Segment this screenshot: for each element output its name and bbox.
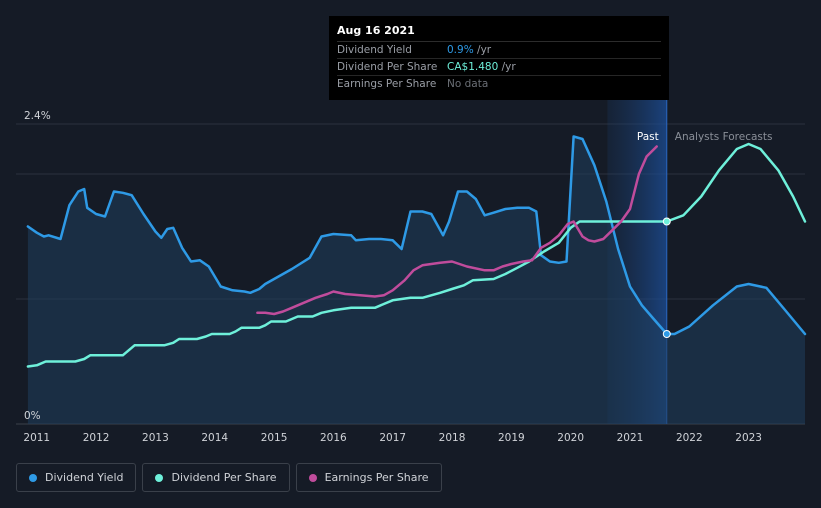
legend-dividend-yield[interactable]: Dividend Yield [16,463,137,492]
x-tick-label: 2015 [261,432,288,444]
x-tick-label: 2014 [201,432,228,444]
y-tick-label: 2.4% [24,110,51,122]
legend-earnings-per-share[interactable]: Earnings Per Share [295,463,442,492]
tooltip-date: Aug 16 2021 [337,24,661,42]
legend-dot-icon [29,473,37,482]
legend: Dividend Yield Dividend Per Share Earnin… [16,463,442,492]
dividend-per-share-marker [662,217,671,226]
x-tick-label: 2013 [142,432,169,444]
tooltip-label: Earnings Per Share [337,78,437,90]
x-tick-label: 2020 [557,432,584,444]
tooltip-suffix: /yr [473,44,492,56]
tooltip-value: CA$1.480 [447,61,499,73]
x-tick-label: 2011 [23,432,50,444]
legend-label: Earnings Per Share [324,471,429,484]
dividend-yield-marker [662,330,671,338]
x-tick-label: 2022 [676,432,703,444]
y-tick-label: 0% [24,410,41,422]
tooltip-suffix: /yr [498,61,516,73]
forecast-label: Analysts Forecasts [675,131,773,143]
x-tick-label: 2023 [735,432,762,444]
tooltip-value: No data [447,78,489,90]
earnings-per-share-line [256,145,658,316]
tooltip-value: 0.9% [447,44,474,56]
tooltip-row-dividend-per-share: Dividend Per Share CA$1.480 /yr [337,59,661,76]
legend-label: Dividend Per Share [171,471,277,484]
tooltip-label: Dividend Yield [337,44,412,56]
tooltip-row-dividend-yield: Dividend Yield 0.9% /yr [337,42,661,59]
legend-dividend-per-share[interactable]: Dividend Per Share [142,463,290,492]
x-tick-label: 2012 [83,432,110,444]
dividend-yield-area [27,136,805,424]
tooltip-label: Dividend Per Share [337,61,438,73]
legend-dot-icon [155,473,164,482]
dividend-per-share-line [26,142,807,368]
x-tick-label: 2017 [379,432,406,444]
dividend-yield-line [26,135,807,336]
tooltip-row-earnings-per-share: Earnings Per Share No data [337,76,661,92]
legend-dot-icon [308,473,317,482]
x-tick-label: 2018 [439,432,466,444]
x-tick-label: 2016 [320,432,347,444]
past-label: Past [637,131,659,143]
legend-label: Dividend Yield [45,471,124,484]
x-tick-label: 2019 [498,432,525,444]
x-tick-label: 2021 [617,432,644,444]
tooltip: Aug 16 2021 Dividend Yield 0.9% /yr Divi… [329,16,669,100]
